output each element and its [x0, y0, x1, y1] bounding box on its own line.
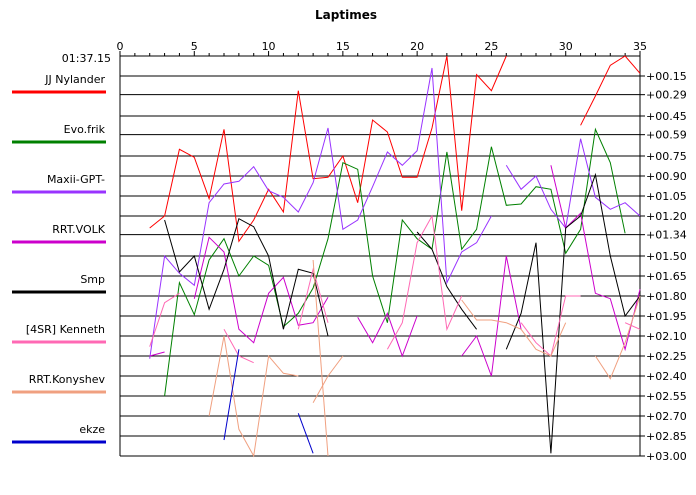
series-line-segment: [594, 295, 641, 380]
legend-label: Smp: [80, 273, 105, 286]
y-tick-label: +03.00: [646, 450, 687, 463]
y-tick-label: +02.70: [646, 410, 687, 423]
legend-label: RRT.VOLK: [52, 223, 106, 236]
base-time-label: 01:37.15: [62, 52, 111, 65]
y-tick-label: +00.59: [646, 129, 687, 142]
x-tick-labels: 0 5 10 15 20 25 30 35: [117, 40, 648, 53]
series-line-segment: [505, 138, 641, 230]
axes: [119, 51, 645, 457]
x-tick-label: 10: [262, 40, 276, 53]
y-tick-label: +00.75: [646, 150, 687, 163]
series-line-segment: [223, 349, 240, 441]
legend-label: JJ Nylander: [44, 73, 105, 86]
series-line-segment: [297, 413, 314, 454]
series-7: [223, 349, 314, 454]
series-line-segment: [149, 67, 492, 359]
series-line-segment: [223, 329, 254, 364]
x-tick-label: 0: [117, 40, 124, 53]
legend-label: [4SR] Kenneth: [26, 323, 105, 336]
y-tick-label: +01.20: [646, 210, 687, 223]
series-line-segment: [461, 299, 567, 357]
series-line-segment: [416, 231, 478, 330]
series-line-segment: [624, 322, 641, 330]
x-tick-label: 5: [191, 40, 198, 53]
series-line-segment: [357, 312, 418, 358]
y-tick-label: +01.05: [646, 190, 687, 203]
series-line-segment: [297, 267, 329, 330]
y-tick-label: +02.85: [646, 430, 687, 443]
y-tick-label: +02.40: [646, 370, 687, 383]
series-line-segment: [149, 351, 165, 357]
series-line-segment: [580, 55, 641, 126]
series-line-segment: [386, 214, 463, 350]
chart-title: Laptimes: [315, 8, 377, 22]
series-line-segment: [164, 217, 329, 337]
y-tick-label: +00.15: [646, 70, 687, 83]
legend-label: RRT.Konyshev: [29, 373, 106, 386]
series-3: [149, 165, 641, 377]
series-line-segment: [312, 355, 344, 403]
x-tick-label: 35: [633, 40, 647, 53]
y-tick-label: +01.34: [646, 229, 687, 242]
y-tick-label: +02.10: [646, 330, 687, 343]
series-2: [149, 67, 641, 359]
x-tick-label: 30: [559, 40, 573, 53]
x-tick-label: 20: [410, 40, 424, 53]
y-tick-label: +01.65: [646, 270, 687, 283]
series-lines: [149, 55, 641, 458]
y-tick-label: +00.29: [646, 89, 687, 102]
y-tick-label: +01.95: [646, 310, 687, 323]
legend-label: Maxii-GPT-: [47, 173, 105, 186]
y-tick-label: +00.45: [646, 110, 687, 123]
series-line-segment: [164, 127, 626, 397]
legend-label: ekze: [79, 423, 105, 436]
y-tick-label: +00.90: [646, 170, 687, 183]
series-line-segment: [312, 259, 329, 457]
series-0: [149, 55, 641, 243]
series-line-segment: [208, 335, 299, 458]
x-tick-label: 15: [336, 40, 350, 53]
x-tick-label: 25: [484, 40, 498, 53]
series-1: [164, 127, 626, 397]
series-line-segment: [149, 292, 180, 347]
series-line-segment: [461, 255, 522, 377]
series-line-segment: [193, 236, 329, 344]
y-tick-labels: +00.15 +00.29 +00.45 +00.59 +00.75 +00.90 +01.…: [646, 70, 687, 463]
y-tick-label: +02.25: [646, 350, 687, 363]
series-4: [164, 172, 641, 454]
y-tick-label: +01.50: [646, 250, 687, 263]
legend-label: Evo.frik: [64, 123, 106, 136]
series-line-segment: [505, 172, 641, 454]
series-6: [208, 259, 641, 458]
y-tick-label: +01.80: [646, 290, 687, 303]
legend: JJ Nylander Evo.frik Maxii-GPT- RRT.VOLK Smp…: [12, 73, 106, 444]
y-tick-label: +02.55: [646, 390, 687, 403]
series-line-segment: [149, 55, 507, 243]
